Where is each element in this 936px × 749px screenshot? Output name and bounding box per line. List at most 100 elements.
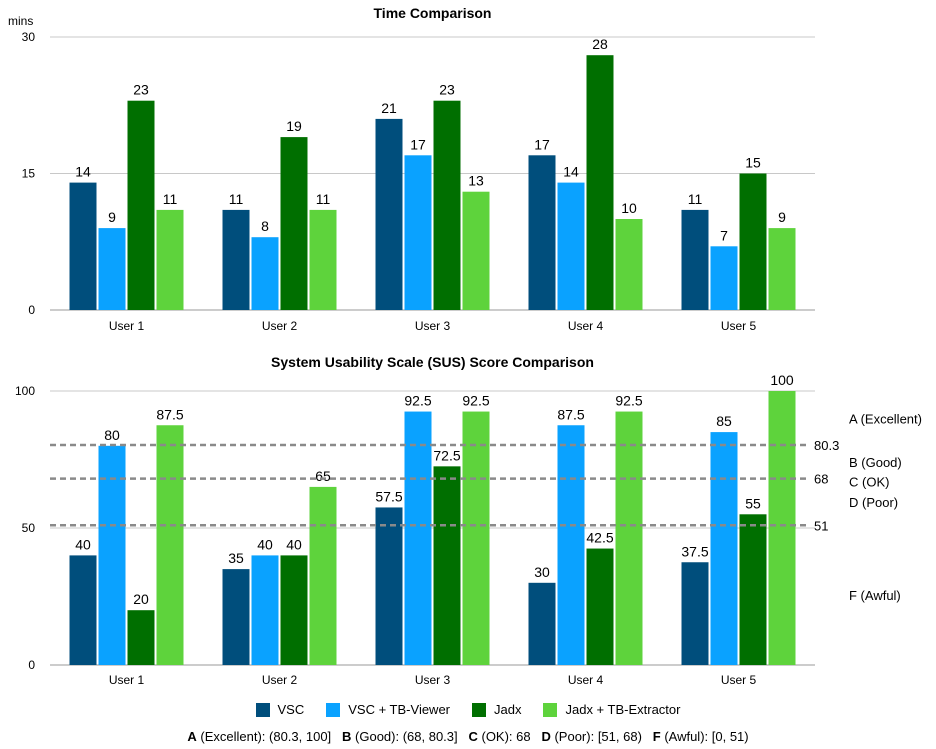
grade-band-label: C (OK) [849,474,889,489]
chart-2-bar [433,466,461,665]
chart-1-y-unit: mins [8,14,33,28]
chart-1-bar [251,237,279,310]
chart-2-bar [681,562,709,665]
chart-1-data-label: 15 [745,155,761,171]
chart-2-x-tick: User 5 [721,673,757,687]
chart-2-data-label: 85 [716,413,732,429]
chart-2-bar [98,445,126,665]
chart-2-data-label: 40 [286,536,302,552]
chart-1-x-tick: User 3 [415,319,451,333]
chart-2-data-label: 80 [104,427,120,443]
sus-grade-note: A (Excellent): (80.3, 100] B (Good): (68… [0,729,936,744]
chart-1-y-tick: 30 [22,30,36,44]
chart-2-data-label: 65 [315,468,331,484]
chart-1-data-label: 7 [720,227,728,243]
chart-1-data-label: 9 [108,209,116,225]
chart-2-data-label: 30 [534,564,550,580]
chart-1-bar [375,118,403,311]
chart-2-data-label: 87.5 [557,406,584,422]
chart-2-bar [462,411,490,665]
legend-item-jadx: Jadx [472,702,521,717]
chart-1-bar [681,209,709,310]
chart-1-bar [404,155,432,310]
chart-2-x-tick: User 3 [415,673,451,687]
chart-1-data-label: 11 [688,191,703,207]
chart-1-bar [433,100,461,310]
chart-1-data-label: 11 [229,191,244,207]
chart-1-data-label: 9 [778,209,786,225]
chart-1-data-label: 14 [563,164,579,180]
note-a-key: A [187,729,197,744]
grade-band-label: F (Awful) [849,588,901,603]
chart-1-bar [557,182,585,310]
chart-2-y-tick: 0 [28,658,35,672]
legend-swatch-vsc-tb-viewer [326,702,341,717]
chart-2-bar [404,411,432,665]
chart-1-bar [156,209,184,310]
chart-2-data-label: 42.5 [586,530,613,546]
chart-2-x-tick: User 1 [109,673,145,687]
legend-label-jadx-tb-extractor: Jadx + TB-Extractor [565,702,681,717]
chart-2-data-label: 37.5 [681,543,708,559]
chart-2-bar [156,425,184,665]
chart-2-data-label: 35 [228,550,244,566]
chart-2-x-tick: User 4 [568,673,604,687]
grade-band-label: D (Poor) [849,495,898,510]
threshold-label: 68 [814,472,828,487]
chart-2-bar [557,425,585,665]
chart-2-bar [615,411,643,665]
chart-1-bar [69,182,97,310]
chart-2-x-tick: User 2 [262,673,298,687]
chart-2-bar [309,486,337,665]
chart-2-data-label: 92.5 [615,393,642,409]
chart-2-title: System Usability Scale (SUS) Score Compa… [271,354,594,370]
chart-1-data-label: 13 [468,173,484,189]
note-d-text: (Poor): [51, 68) [550,729,642,744]
chart-1-x-tick: User 5 [721,319,757,333]
legend-label-vsc: VSC [277,702,305,717]
chart-1-y-tick: 15 [22,167,36,181]
chart-2-data-label: 87.5 [156,406,183,422]
chart-1-bar [222,209,250,310]
note-d-key: D [541,729,551,744]
note-f-text: (Awful): [0, 51) [660,729,749,744]
chart-1-x-tick: User 1 [109,319,145,333]
chart-2-data-label: 92.5 [462,393,489,409]
chart-1-data-label: 11 [316,191,331,207]
chart-1-bar [586,55,614,311]
chart-1-x-tick: User 4 [568,319,604,333]
chart-2-bar [222,569,250,665]
chart-1-y-tick: 0 [28,303,35,317]
chart-2-bar [375,507,403,665]
chart-1-bar [462,191,490,310]
threshold-label: 51 [814,518,828,533]
chart-1-x-tick: User 2 [262,319,298,333]
chart-1-bar [710,246,738,310]
chart-2-data-label: 72.5 [433,447,460,463]
chart-1-bar [280,137,308,310]
threshold-label: 80.3 [814,438,839,453]
chart-1-data-label: 14 [75,164,91,180]
note-b-key: B [342,729,352,744]
chart-1-bar [98,228,126,310]
chart-1-data-label: 23 [439,82,455,98]
note-c-key: C [468,729,478,744]
chart-1-data-label: 17 [410,136,426,152]
legend-item-jadx-tb-extractor: Jadx + TB-Extractor [543,702,680,717]
note-f-key: F [652,729,661,744]
legend-label-vsc-tb-viewer: VSC + TB-Viewer [348,702,451,717]
legend-item-vsc-tb-viewer: VSC + TB-Viewer [326,702,450,717]
chart-1-bar [768,228,796,310]
note-a-text: (Excellent): (80.3, 100] [196,729,332,744]
chart-2-data-label: 40 [257,536,273,552]
chart-2-bar [251,555,279,665]
charts-canvas: Time Comparison mins 0 15 30 User 1 14 9 23 11 Use… [8,5,922,687]
chart-1-bar [309,209,337,310]
chart-2-bar [710,432,738,665]
chart-2-bar [127,610,155,665]
chart-2-data-label: 55 [745,495,761,511]
note-c-text: (OK): 68 [477,729,531,744]
chart-2-data-label: 20 [133,591,149,607]
chart-1-data-label: 17 [534,136,550,152]
chart-1-data-label: 19 [286,118,302,134]
